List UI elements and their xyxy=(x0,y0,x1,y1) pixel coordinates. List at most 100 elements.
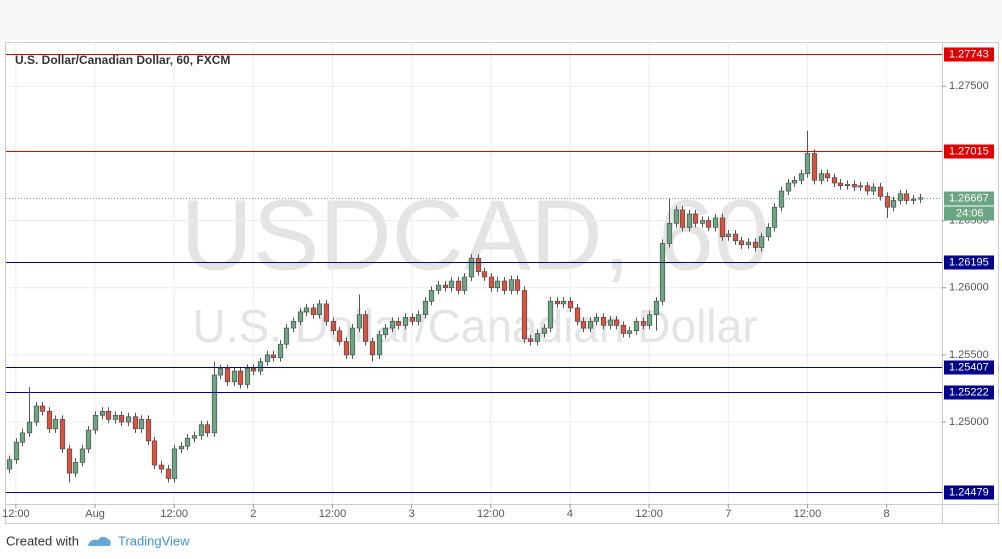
candle-body xyxy=(6,459,13,470)
candle-body xyxy=(290,321,297,329)
candle-body xyxy=(646,314,653,326)
candle-body xyxy=(527,338,534,342)
candle-body xyxy=(811,153,818,181)
candle-body xyxy=(798,173,805,181)
candle-body xyxy=(442,284,449,289)
candle-body xyxy=(673,209,680,224)
candle-body xyxy=(330,321,337,332)
candle-body xyxy=(732,233,739,242)
candle-body xyxy=(125,416,132,423)
candle-body xyxy=(607,319,614,326)
candle-body xyxy=(382,327,389,336)
candle-body xyxy=(910,198,917,201)
candle-body xyxy=(844,184,851,187)
candle-body xyxy=(85,429,92,450)
x-tick-label: 12:00 xyxy=(635,508,663,520)
candle-body xyxy=(752,241,759,248)
countdown-box xyxy=(944,206,994,221)
candle-body xyxy=(501,280,508,291)
level-label-box xyxy=(944,360,994,375)
candle-body xyxy=(712,217,719,228)
candle-body xyxy=(633,321,640,332)
candle-body xyxy=(897,193,904,201)
candle-body xyxy=(59,419,66,450)
candle-body xyxy=(415,314,422,322)
last-price-box xyxy=(944,191,994,206)
candle-body xyxy=(138,419,145,430)
candle-body xyxy=(725,233,732,238)
candle-body xyxy=(145,419,152,442)
candle-body xyxy=(376,334,383,356)
candle-body xyxy=(705,220,712,228)
x-tick-label: 4 xyxy=(567,508,573,520)
candle-body xyxy=(151,440,158,466)
x-tick-label: 12:00 xyxy=(319,508,347,520)
countdown-label: 24:06 xyxy=(956,207,984,219)
candle-body xyxy=(541,327,548,334)
candle-body xyxy=(824,173,831,178)
candle-body xyxy=(574,307,581,322)
candle-body xyxy=(33,405,40,423)
candle-body xyxy=(356,314,363,329)
x-tick-label: 3 xyxy=(409,508,415,520)
candle-body xyxy=(679,209,686,228)
candle-body xyxy=(831,177,838,184)
header-bar xyxy=(0,0,1002,40)
candle-body xyxy=(626,330,633,334)
candle-body xyxy=(283,327,290,345)
candle-body xyxy=(165,468,172,479)
candle-body xyxy=(26,421,33,434)
candle-body xyxy=(250,368,257,372)
watermark: USDCAD, 60 xyxy=(180,179,769,291)
candle-body xyxy=(593,317,600,322)
x-tick-label: 12:00 xyxy=(794,508,822,520)
candle-body xyxy=(653,300,660,315)
candle-body xyxy=(211,374,218,434)
candle-body xyxy=(613,319,620,326)
candle-body xyxy=(884,196,891,208)
candle-body xyxy=(428,290,435,302)
candle-body xyxy=(785,182,792,192)
candle-body xyxy=(455,280,462,291)
level-label-box xyxy=(944,144,994,159)
candle-body xyxy=(39,405,46,412)
candle-body xyxy=(224,368,231,383)
watermark-subtitle: U.S. Dollar/Canadian Dollar xyxy=(192,300,757,352)
candle-body xyxy=(257,361,264,372)
candle-body xyxy=(422,300,429,315)
level-label-box xyxy=(944,485,994,500)
level-label-box xyxy=(944,255,994,270)
plot: USDCAD, 60 U.S. Dollar/Canadian Dollar xyxy=(6,42,942,504)
y-tick-label: 1.26000 xyxy=(949,282,989,294)
candle-body xyxy=(567,300,574,309)
candle-body xyxy=(112,415,119,420)
candle-body xyxy=(554,300,561,305)
candle-body xyxy=(640,321,647,326)
candle-body xyxy=(343,341,350,356)
candle-body xyxy=(198,424,205,436)
last-price-label: 1.26667 xyxy=(949,192,989,204)
candle-body xyxy=(99,411,106,416)
chart-title: U.S. Dollar/Canadian Dollar, 60, FXCM xyxy=(15,53,230,67)
candle-body xyxy=(264,354,271,362)
y-tick-label: 1.27500 xyxy=(949,80,989,92)
level-label: 1.24479 xyxy=(949,486,989,498)
candle-body xyxy=(270,354,277,358)
candle-body xyxy=(771,206,778,228)
footer-brand[interactable]: TradingView xyxy=(118,533,190,548)
level-label: 1.27015 xyxy=(949,145,989,157)
candle-body xyxy=(488,276,495,289)
candle-body xyxy=(448,280,455,289)
candle-body xyxy=(903,193,910,201)
candle-body xyxy=(19,432,26,443)
candle-body xyxy=(92,415,99,431)
candle-body xyxy=(600,317,607,326)
candle-body xyxy=(686,213,693,228)
candle-body xyxy=(765,227,772,238)
candle-body xyxy=(178,445,185,450)
candle-body xyxy=(890,200,897,208)
candle-body xyxy=(481,271,488,278)
footer-prefix: Created with xyxy=(6,533,79,548)
candle-body xyxy=(494,280,501,289)
